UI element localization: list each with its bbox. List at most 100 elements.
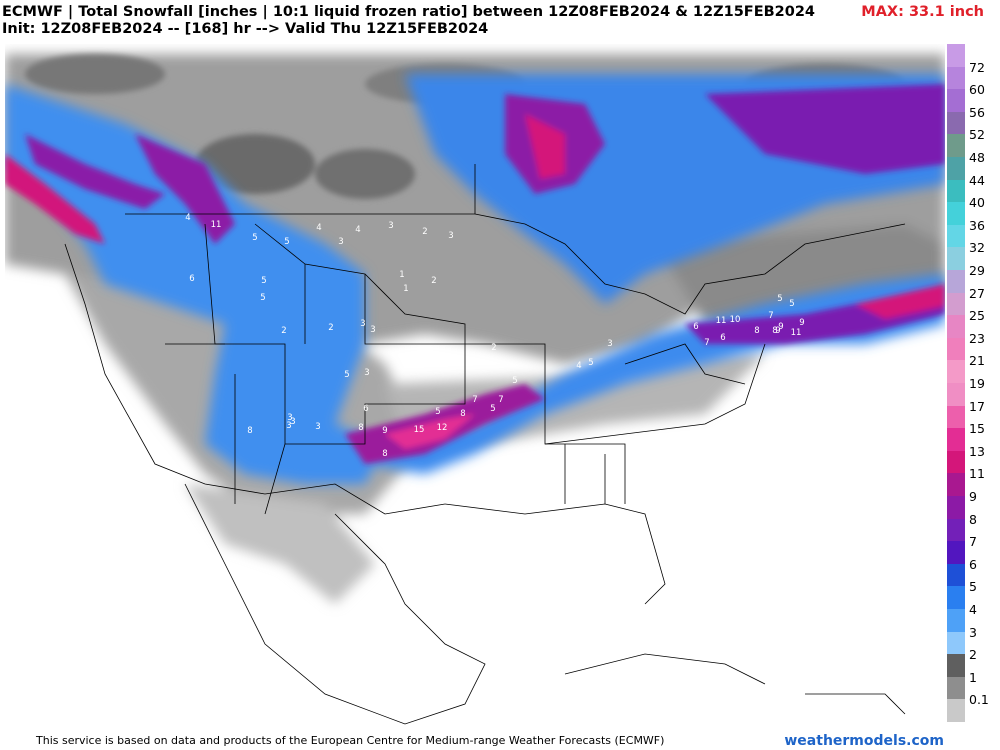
- water: [405, 494, 945, 734]
- snowfall-value-label: 3: [370, 325, 375, 335]
- snowfall-value-label: 3: [364, 368, 369, 378]
- snowfall-value-label: 4: [316, 223, 321, 233]
- colorbar-swatch: [947, 292, 965, 316]
- colorbar-swatch: [947, 89, 965, 113]
- colorbar-swatch: [947, 383, 965, 407]
- colorbar-swatch: [947, 202, 965, 226]
- snowfall-value-label: 6: [720, 333, 725, 343]
- colorbar-swatch: [947, 405, 965, 429]
- snowfall-value-label: 2: [431, 276, 436, 286]
- brand-link[interactable]: weathermodels.com: [784, 733, 944, 749]
- snowfall-value-label: 5: [344, 370, 349, 380]
- snowfall-value-label: 6: [363, 404, 368, 414]
- colorbar-label: 56: [969, 104, 985, 120]
- snowfall-value-label: 9: [778, 322, 783, 332]
- colorbar-label: 11: [969, 466, 985, 482]
- colorbar-label: 1: [969, 669, 977, 685]
- snowfall-value-label: 2: [281, 326, 286, 336]
- colorbar-swatch: [947, 157, 965, 181]
- snowfall-value-label: 4: [355, 225, 360, 235]
- snowfall-value-label: 4: [185, 213, 190, 223]
- snowfall-value-label: 3: [338, 237, 343, 247]
- borders: [64, 164, 906, 605]
- snowfall-value-label: 5: [284, 237, 289, 247]
- colorbar-label: 5: [969, 579, 977, 595]
- colorbar-swatch: [947, 270, 965, 294]
- colorbar-swatch: [947, 247, 965, 271]
- snowfall-value-label: 5: [777, 294, 782, 304]
- colorbar-label: 23: [969, 330, 985, 346]
- snowfall-value-label: 3: [315, 422, 320, 432]
- colorbar-swatch: [947, 428, 965, 452]
- colorbar-swatch: [947, 179, 965, 203]
- snowfall-map: 4 11 5 5 4 3 4 3 2 3 6 5 5 2 2 3 3 5 3 3 8 3 3 3 6 8 9 15 12 8 8 5 7 7 5 5 4…: [5, 44, 945, 734]
- snowfall-value-label: 8: [772, 326, 777, 336]
- colorbar-swatch: [947, 44, 965, 68]
- snowfall-value-label: 9: [775, 326, 780, 336]
- colorbar-swatch: [947, 66, 965, 90]
- colorbar-swatch: [947, 609, 965, 633]
- snowfall-value-label: 5: [260, 293, 265, 303]
- snowfall-value-label: 2: [422, 227, 427, 237]
- colorbar-swatch: [947, 224, 965, 248]
- snowfall-value-label: 6: [693, 322, 698, 332]
- colorbar-label: 15: [969, 421, 985, 437]
- snowfall-value-label: 11: [791, 328, 802, 338]
- colorbar-label: 48: [969, 150, 985, 165]
- snowfall-value-label: 10: [730, 315, 741, 325]
- snowfall-value-label: 1: [403, 284, 408, 294]
- footer-disclaimer: This service is based on data and produc…: [36, 734, 665, 747]
- colorbar-swatch: [947, 699, 965, 723]
- snowfall-value-label: 11: [716, 316, 727, 326]
- snowfall-value-label: 3: [448, 231, 453, 241]
- colorbar-label: 6: [969, 556, 977, 572]
- snowfall-value-label: 3: [286, 421, 291, 431]
- snowfall-value-label: 15: [414, 425, 425, 435]
- snowfall-value-label: 3: [290, 417, 295, 427]
- snowfall-value-label: 7: [498, 395, 503, 405]
- colorbar-label: 72: [969, 59, 985, 75]
- snowfall-value-label: 9: [382, 426, 387, 436]
- colorbar-swatch: [947, 337, 965, 361]
- snowfall-value-label: 12: [437, 423, 448, 433]
- snowfall-value-label: 4: [576, 361, 581, 371]
- snowfall-value-label: 8: [382, 449, 387, 459]
- snowfall-value-label: 7: [768, 311, 773, 321]
- colorbar-label: 3: [969, 624, 977, 640]
- colorbar: 72 60 56 52 48 44 40 36 32 29 27 25 23 21 19 17 15 13 11 9 8…: [947, 44, 989, 723]
- snowfall-value-label: 5: [588, 358, 593, 368]
- colorbar-label: 32: [969, 240, 985, 256]
- snowfall-value-label: 7: [704, 338, 709, 348]
- snowfall-value-label: 9: [799, 318, 804, 328]
- colorbar-swatch: [947, 111, 965, 135]
- snowfall-value-label: 5: [252, 233, 257, 243]
- colorbar-swatch: [947, 134, 965, 158]
- snowfall-value-label: 2: [491, 343, 496, 353]
- colorbar-label: 36: [969, 217, 985, 233]
- colorbar-swatch: [947, 654, 965, 678]
- snowfall-value-label: 5: [789, 299, 794, 309]
- snow-shading-heavy: [5, 84, 945, 464]
- max-value: MAX: 33.1 inch: [861, 4, 984, 20]
- snowfall-value-label: 8: [247, 426, 252, 436]
- colorbar-swatch: [947, 676, 965, 700]
- snowfall-value-label: 5: [490, 404, 495, 414]
- colorbar-label: 25: [969, 308, 985, 324]
- colorbar-swatch: [947, 563, 965, 587]
- colorbar-swatch: [947, 473, 965, 497]
- snowfall-value-label: 5: [261, 276, 266, 286]
- colorbar-swatch: [947, 518, 965, 542]
- colorbar-label: 40: [969, 195, 985, 211]
- colorbar-swatch: [947, 541, 965, 565]
- snowfall-value-label: 5: [435, 407, 440, 417]
- colorbar-label: 8: [969, 511, 977, 527]
- colorbar-label: 17: [969, 398, 985, 414]
- snowfall-value-label: 11: [211, 220, 222, 230]
- snowfall-value-label: 5: [512, 376, 517, 386]
- colorbar-label: 21: [969, 353, 985, 369]
- snowfall-value-label: 6: [189, 274, 194, 284]
- snowfall-value-label: 3: [360, 319, 365, 329]
- colorbar-label: 44: [969, 172, 985, 188]
